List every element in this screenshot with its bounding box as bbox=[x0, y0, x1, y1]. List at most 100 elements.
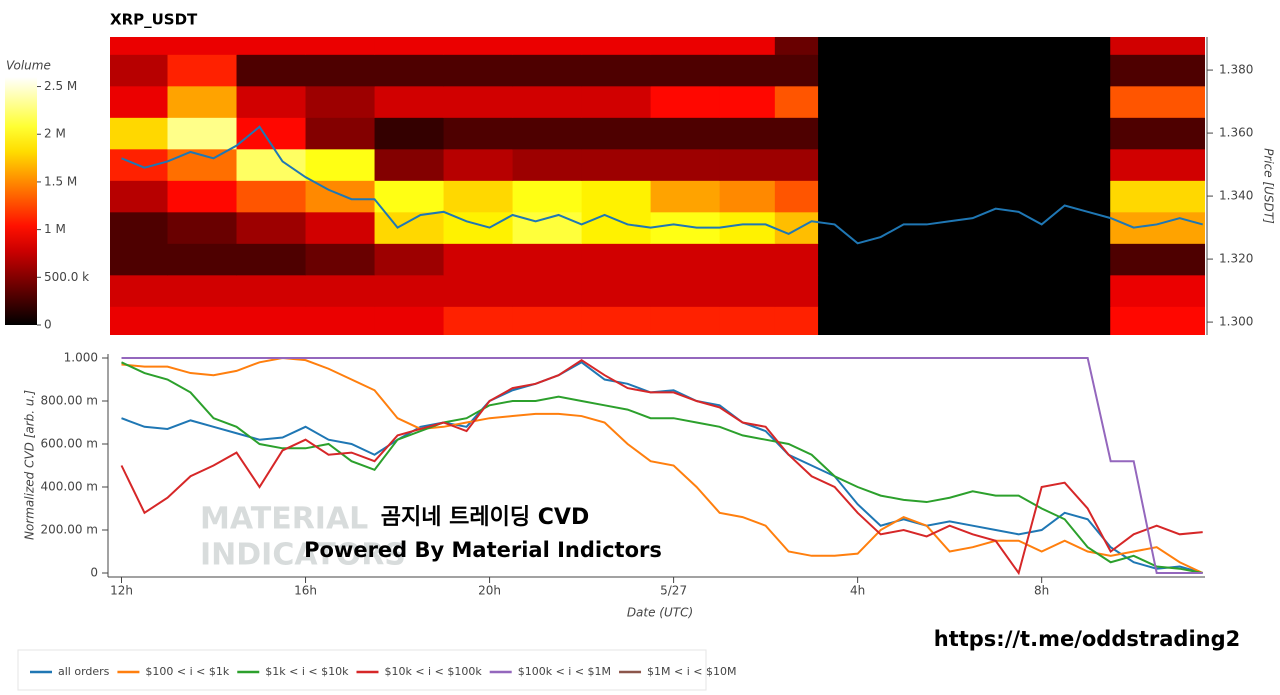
legend-label: all orders bbox=[58, 665, 110, 678]
heatmap-cell bbox=[167, 85, 238, 118]
link[interactable]: https://t.me/oddstrading2 bbox=[934, 627, 1241, 651]
heatmap-cell bbox=[818, 306, 1111, 335]
heatmap-cell bbox=[581, 274, 652, 307]
heatmap-cell bbox=[581, 180, 652, 213]
y-tick-label: 1.300 bbox=[1219, 315, 1253, 329]
heatmap-cell bbox=[443, 180, 514, 213]
heatmap-cell bbox=[1110, 306, 1205, 335]
y-tick-label: 200.00 m bbox=[41, 523, 99, 537]
heatmap-cell bbox=[236, 148, 307, 181]
heatmap-cell bbox=[774, 54, 819, 87]
heatmap-cell bbox=[719, 54, 776, 87]
y-tick-label: 1.360 bbox=[1219, 126, 1253, 140]
heatmap-cell bbox=[374, 306, 445, 335]
heatmap-cell bbox=[512, 85, 583, 118]
heatmap-cell bbox=[650, 148, 721, 181]
y-axis-label: Price [USDT] bbox=[1262, 148, 1276, 224]
heatmap-cell bbox=[719, 85, 776, 118]
y-tick-label: 1.000 bbox=[64, 351, 98, 365]
heatmap-cell bbox=[581, 306, 652, 335]
cvd-line bbox=[121, 356, 1204, 574]
heatmap-cell bbox=[236, 54, 307, 87]
heatmap-cell bbox=[818, 211, 1111, 244]
heatmap-cell bbox=[1110, 117, 1205, 150]
heatmap-cell bbox=[374, 211, 445, 244]
heatmap-cell bbox=[1110, 37, 1205, 55]
heatmap-cell bbox=[818, 37, 1111, 55]
heatmap-cell bbox=[443, 37, 514, 55]
heatmap-cell bbox=[512, 274, 583, 307]
heatmap-cell bbox=[650, 117, 721, 150]
heatmap-cell bbox=[719, 148, 776, 181]
heatmap-cell bbox=[774, 180, 819, 213]
heatmap-cell bbox=[719, 117, 776, 150]
y-tick-label: 1.380 bbox=[1219, 63, 1253, 77]
heatmap-cell bbox=[167, 117, 238, 150]
heatmap-cell bbox=[443, 85, 514, 118]
colorbar-tick-label: 2 M bbox=[44, 127, 66, 141]
colorbar-tick-label: 2.5 M bbox=[44, 79, 77, 93]
x-tick-label: 12h bbox=[110, 584, 133, 598]
heatmap-cell bbox=[305, 117, 376, 150]
heatmap-cell bbox=[374, 37, 445, 55]
heatmap-cell bbox=[512, 243, 583, 276]
heatmap-cell bbox=[581, 211, 652, 244]
heatmap-cell bbox=[1110, 243, 1205, 276]
heatmap-cell bbox=[512, 306, 583, 335]
heatmap-cell bbox=[374, 117, 445, 150]
heatmap-cell bbox=[305, 54, 376, 87]
heatmap-cell bbox=[581, 117, 652, 150]
heatmap-cell bbox=[443, 148, 514, 181]
heatmap-cell bbox=[650, 243, 721, 276]
heatmap-cell bbox=[512, 180, 583, 213]
heatmap-cell bbox=[650, 274, 721, 307]
heatmap-cell bbox=[650, 306, 721, 335]
heatmap-cell bbox=[305, 243, 376, 276]
heatmap-cell bbox=[512, 148, 583, 181]
heatmap-cell bbox=[1110, 54, 1205, 87]
colorbar-tick-label: 1.5 M bbox=[44, 174, 77, 188]
heatmap-cell bbox=[236, 211, 307, 244]
x-tick-label: 20h bbox=[478, 584, 501, 598]
y-tick-label: 600.00 m bbox=[41, 437, 99, 451]
heatmap-cell bbox=[374, 243, 445, 276]
heatmap-cell bbox=[719, 243, 776, 276]
colorbar bbox=[5, 77, 37, 325]
colorbar-tick-label: 500.0 k bbox=[44, 270, 89, 284]
heatmap-cell bbox=[512, 54, 583, 87]
heatmap-cell bbox=[818, 180, 1111, 213]
x-tick-label: 5/27 bbox=[660, 584, 687, 598]
legend-box bbox=[17, 649, 707, 691]
heatmap bbox=[110, 37, 1205, 335]
heatmap-cell bbox=[236, 180, 307, 213]
chart-title: XRP_USDT bbox=[110, 11, 198, 29]
heatmap-cell bbox=[167, 180, 238, 213]
x-axis-label: Date (UTC) bbox=[627, 606, 693, 620]
heatmap-cell bbox=[581, 85, 652, 118]
y-tick-label: 1.340 bbox=[1219, 189, 1253, 203]
legend-label: $100k < i < $1M bbox=[518, 665, 611, 678]
heatmap-cell bbox=[110, 180, 169, 213]
heatmap-cell bbox=[305, 274, 376, 307]
heatmap-cell bbox=[774, 211, 819, 244]
heatmap-cell bbox=[374, 85, 445, 118]
y-tick-label: 400.00 m bbox=[41, 480, 99, 494]
cvd-line bbox=[121, 357, 1203, 574]
heatmap-cell bbox=[1110, 85, 1205, 118]
heatmap-cell bbox=[774, 243, 819, 276]
heatmap-cell bbox=[719, 37, 776, 55]
heatmap-cell bbox=[512, 117, 583, 150]
heatmap-cell bbox=[443, 243, 514, 276]
heatmap-cell bbox=[110, 211, 169, 244]
heatmap-cell bbox=[443, 274, 514, 307]
heatmap-cell bbox=[443, 54, 514, 87]
heatmap-cell bbox=[110, 54, 169, 87]
heatmap-cell bbox=[581, 54, 652, 87]
heatmap-cell bbox=[818, 117, 1111, 150]
heatmap-cell bbox=[110, 117, 169, 150]
heatmap-cell bbox=[774, 148, 819, 181]
heatmap-cell bbox=[167, 148, 238, 181]
heatmap-cell bbox=[110, 274, 169, 307]
heatmap-cell bbox=[110, 306, 169, 335]
